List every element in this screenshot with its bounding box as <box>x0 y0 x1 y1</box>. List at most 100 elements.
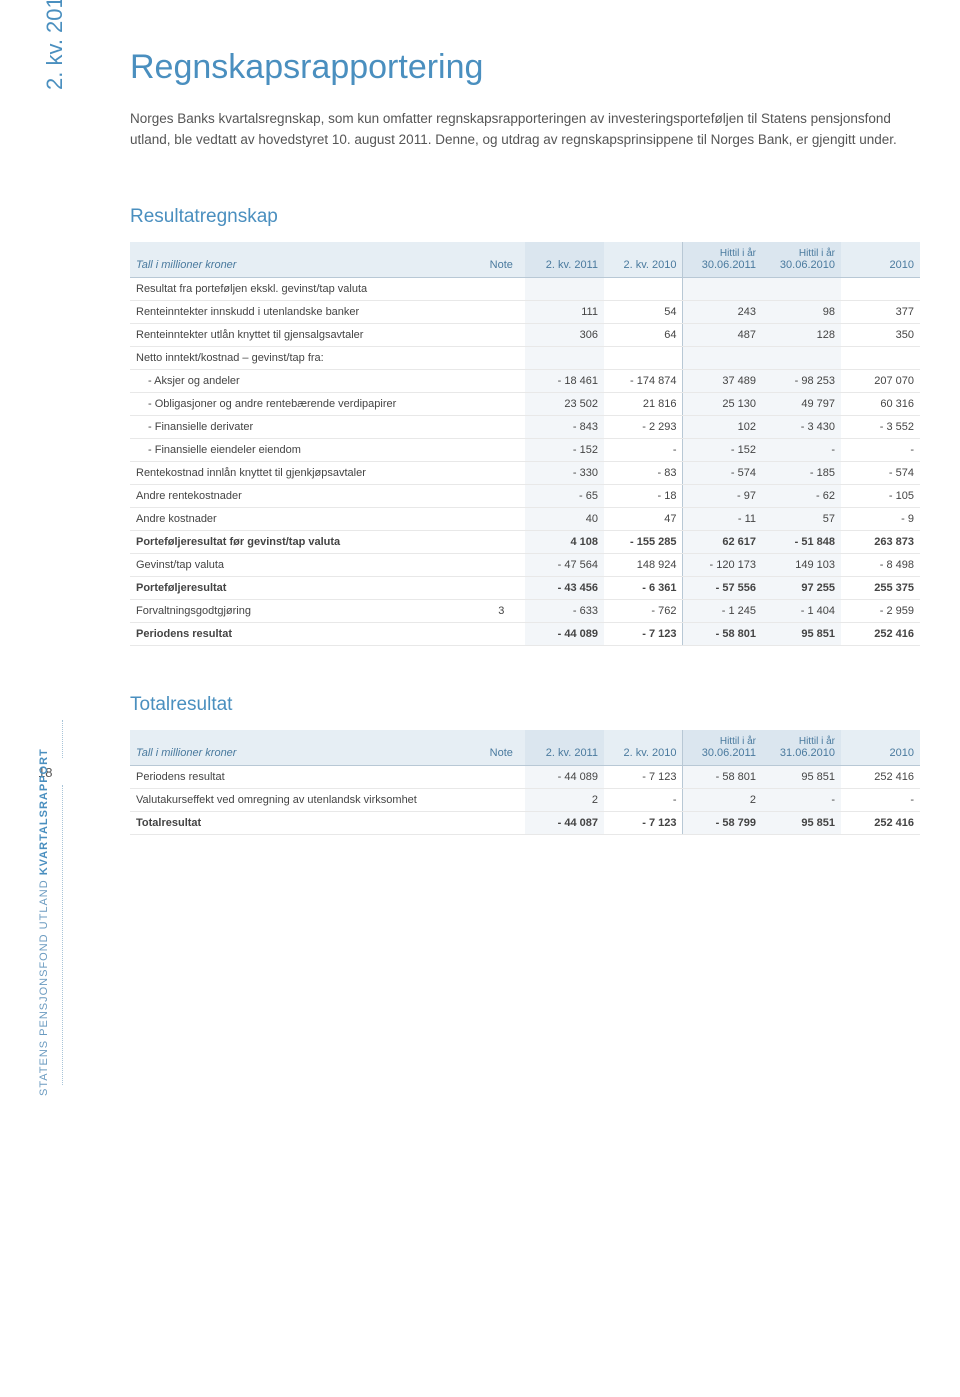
table-row: - Aksjer og andeler- 18 461- 174 87437 4… <box>130 369 920 392</box>
row-value: 40 <box>525 507 604 530</box>
row-value: 207 070 <box>841 369 920 392</box>
row-value: 95 851 <box>762 622 841 645</box>
row-value: - 2 959 <box>841 599 920 622</box>
row-value: 243 <box>683 300 762 323</box>
col-c2: 2. kv. 2010 <box>604 730 683 766</box>
row-value: - 98 253 <box>762 369 841 392</box>
row-label: - Finansielle eiendeler eiendom <box>130 438 478 461</box>
table-row: - Finansielle derivater- 843- 2 293102- … <box>130 415 920 438</box>
row-note <box>478 346 525 369</box>
row-note <box>478 415 525 438</box>
row-value: 4 108 <box>525 530 604 553</box>
col-note: Note <box>478 730 525 766</box>
table-row: Renteinntekter innskudd i utenlandske ba… <box>130 300 920 323</box>
table-row: - Obligasjoner og andre rentebærende ver… <box>130 392 920 415</box>
row-value: - 83 <box>604 461 683 484</box>
row-note: 3 <box>478 599 525 622</box>
row-value: - <box>762 788 841 811</box>
row-note <box>478 438 525 461</box>
row-label: Periodens resultat <box>130 765 478 788</box>
table-row: Porteføljeresultat før gevinst/tap valut… <box>130 530 920 553</box>
resultat-table: Tall i millioner kroner Note 2. kv. 2011… <box>130 242 920 646</box>
row-value: - 633 <box>525 599 604 622</box>
row-value: - 44 089 <box>525 622 604 645</box>
col-note: Note <box>478 242 525 278</box>
row-value <box>604 346 683 369</box>
row-value: - <box>841 438 920 461</box>
table-row: Resultat fra porteføljen ekskl. gevinst/… <box>130 277 920 300</box>
table-row: Renteinntekter utlån knyttet til gjensal… <box>130 323 920 346</box>
row-label: Periodens resultat <box>130 622 478 645</box>
row-label: - Aksjer og andeler <box>130 369 478 392</box>
page-title: Regnskapsrapportering <box>130 48 920 87</box>
row-label: Rentekostnad innlån knyttet til gjenkjøp… <box>130 461 478 484</box>
row-value: - 3 552 <box>841 415 920 438</box>
row-value: 95 851 <box>762 811 841 834</box>
row-value: - 6 361 <box>604 576 683 599</box>
row-value: - 18 461 <box>525 369 604 392</box>
row-value <box>525 277 604 300</box>
row-note <box>478 765 525 788</box>
row-value: - 152 <box>525 438 604 461</box>
row-value: - 120 173 <box>683 553 762 576</box>
col-c2: 2. kv. 2010 <box>604 242 683 278</box>
table-row: Periodens resultat- 44 089- 7 123- 58 80… <box>130 765 920 788</box>
row-label: Porteføljeresultat før gevinst/tap valut… <box>130 530 478 553</box>
row-value: - 7 123 <box>604 622 683 645</box>
row-note <box>478 484 525 507</box>
row-value: - 2 293 <box>604 415 683 438</box>
row-value: - 8 498 <box>841 553 920 576</box>
row-value: - 58 801 <box>683 622 762 645</box>
row-value: - 44 087 <box>525 811 604 834</box>
row-value: - 1 404 <box>762 599 841 622</box>
row-value: - 843 <box>525 415 604 438</box>
dotted-rule <box>62 785 63 1085</box>
row-value <box>762 346 841 369</box>
row-value <box>683 346 762 369</box>
total-table: Tall i millioner kroner Note 2. kv. 2011… <box>130 730 920 835</box>
row-value <box>762 277 841 300</box>
row-value: 97 255 <box>762 576 841 599</box>
row-label: Valutakurseffekt ved omregning av utenla… <box>130 788 478 811</box>
row-value: - 574 <box>841 461 920 484</box>
resultat-heading: Resultatregnskap <box>130 206 920 228</box>
table-row: Valutakurseffekt ved omregning av utenla… <box>130 788 920 811</box>
row-value: 54 <box>604 300 683 323</box>
row-value: - 58 801 <box>683 765 762 788</box>
row-value: - 97 <box>683 484 762 507</box>
row-value <box>683 277 762 300</box>
row-value: 148 924 <box>604 553 683 576</box>
col-c1: 2. kv. 2011 <box>525 242 604 278</box>
row-label: Andre rentekostnader <box>130 484 478 507</box>
row-note <box>478 788 525 811</box>
row-value: 64 <box>604 323 683 346</box>
row-value: 47 <box>604 507 683 530</box>
row-value: - 152 <box>683 438 762 461</box>
row-value: - 18 <box>604 484 683 507</box>
row-value: - 65 <box>525 484 604 507</box>
row-value: 23 502 <box>525 392 604 415</box>
col-c3: Hittil i år30.06.2011 <box>683 242 762 278</box>
row-value: 49 797 <box>762 392 841 415</box>
row-note <box>478 277 525 300</box>
row-value: 487 <box>683 323 762 346</box>
row-note <box>478 392 525 415</box>
row-value: 2 <box>683 788 762 811</box>
row-value: - 7 123 <box>604 765 683 788</box>
row-label: Forvaltningsgodtgjøring <box>130 599 478 622</box>
table-row: - Finansielle eiendeler eiendom - 152 - - 1… <box>130 438 920 461</box>
row-label: Renteinntekter utlån knyttet til gjensal… <box>130 323 478 346</box>
row-note <box>478 622 525 645</box>
row-label: - Finansielle derivater <box>130 415 478 438</box>
row-value: 128 <box>762 323 841 346</box>
row-value: - 51 848 <box>762 530 841 553</box>
table-row: Gevinst/tap valuta- 47 564148 924- 120 1… <box>130 553 920 576</box>
row-value: - 3 430 <box>762 415 841 438</box>
row-value: 60 316 <box>841 392 920 415</box>
intro-paragraph: Norges Banks kvartalsregnskap, som kun o… <box>130 109 920 151</box>
row-value: - 58 799 <box>683 811 762 834</box>
row-value: - 574 <box>683 461 762 484</box>
row-value: 2 <box>525 788 604 811</box>
row-note <box>478 461 525 484</box>
col-c5: 2010 <box>841 242 920 278</box>
